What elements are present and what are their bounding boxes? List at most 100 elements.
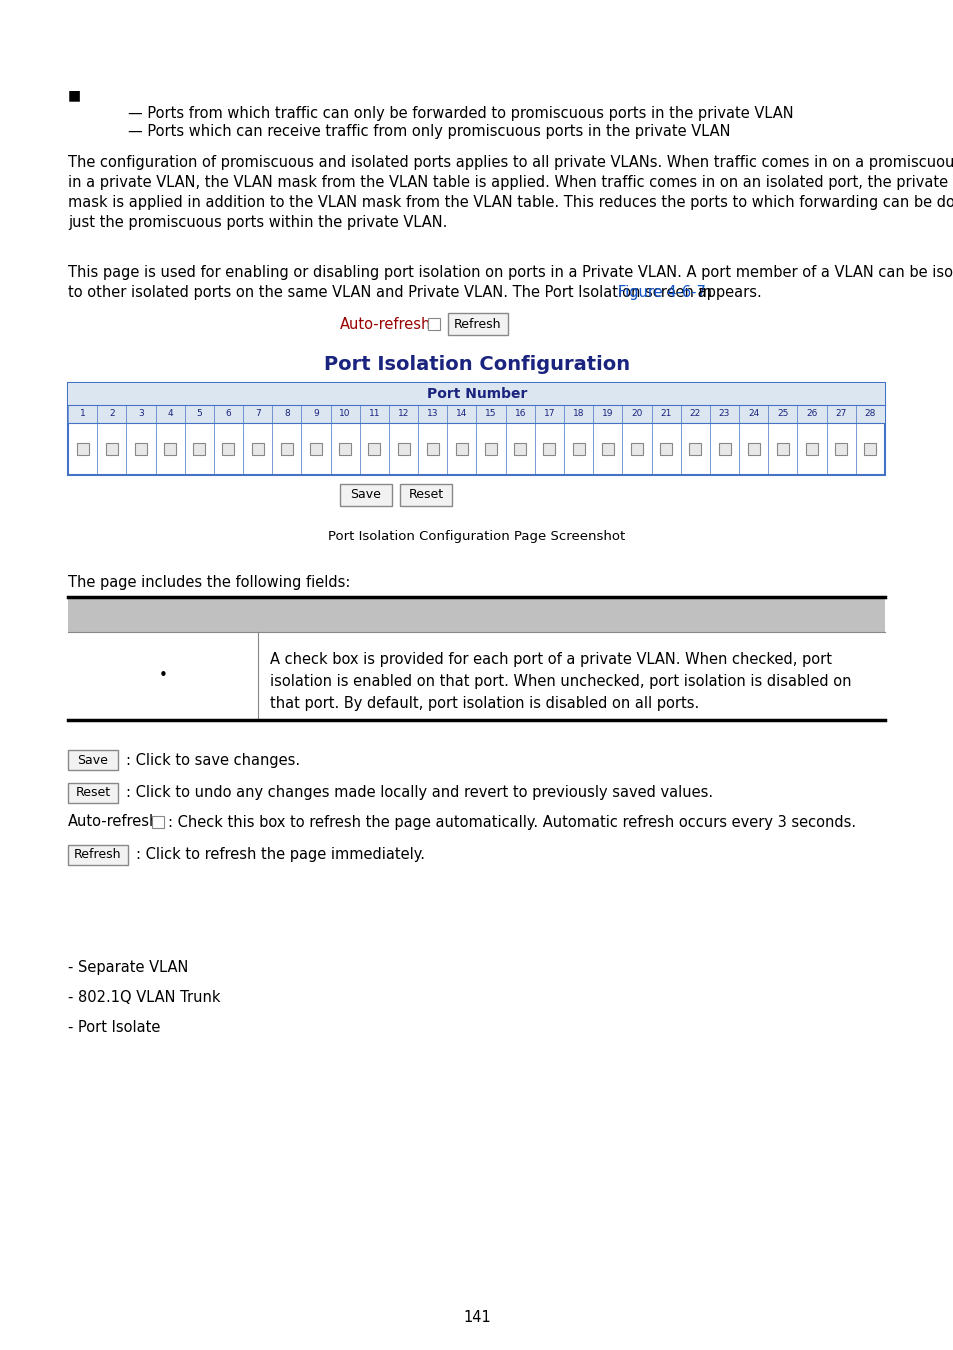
Bar [805, 443, 817, 455]
Text: Save: Save [77, 753, 109, 767]
Text: Port Number: Port Number [426, 387, 527, 401]
Bar [152, 815, 164, 828]
Text: 5: 5 [196, 409, 202, 418]
Bar [514, 443, 526, 455]
Text: ■: ■ [68, 88, 81, 103]
Text: 11: 11 [368, 409, 379, 418]
Text: 3: 3 [138, 409, 144, 418]
Text: 19: 19 [601, 409, 613, 418]
Text: 8: 8 [284, 409, 290, 418]
Text: 14: 14 [456, 409, 467, 418]
Text: that port. By default, port isolation is disabled on all ports.: that port. By default, port isolation is… [270, 697, 699, 711]
Bar [456, 443, 467, 455]
Bar [572, 443, 584, 455]
Bar [222, 443, 234, 455]
Text: Port Isolation Configuration Page Screenshot: Port Isolation Configuration Page Screen… [328, 531, 625, 543]
Text: Figure 4-6-7: Figure 4-6-7 [618, 285, 705, 300]
Bar [68, 383, 884, 405]
Text: 13: 13 [427, 409, 438, 418]
Bar [68, 597, 884, 632]
Bar [747, 443, 759, 455]
Text: Port Isolation Configuration: Port Isolation Configuration [324, 355, 629, 374]
Text: 25: 25 [777, 409, 788, 418]
Text: 17: 17 [543, 409, 555, 418]
Text: just the promiscuous ports within the private VLAN.: just the promiscuous ports within the pr… [68, 215, 447, 230]
Text: 9: 9 [313, 409, 318, 418]
Bar [68, 845, 128, 865]
Text: 141: 141 [462, 1310, 491, 1324]
Text: 20: 20 [631, 409, 642, 418]
Text: Auto-refresh: Auto-refresh [339, 317, 431, 332]
Bar [68, 405, 884, 423]
Bar [428, 319, 439, 329]
Text: 18: 18 [572, 409, 584, 418]
Bar [339, 485, 392, 506]
Bar [484, 443, 497, 455]
Bar [68, 783, 118, 803]
Text: 6: 6 [225, 409, 232, 418]
Text: 12: 12 [397, 409, 409, 418]
Bar [426, 443, 438, 455]
Text: 28: 28 [863, 409, 875, 418]
Text: 4: 4 [167, 409, 172, 418]
Text: Reset: Reset [75, 787, 111, 799]
Text: 26: 26 [805, 409, 817, 418]
Text: 1: 1 [80, 409, 86, 418]
Text: mask is applied in addition to the VLAN mask from the VLAN table. This reduces t: mask is applied in addition to the VLAN … [68, 194, 953, 211]
Text: to other isolated ports on the same VLAN and Private VLAN. The Port Isolation sc: to other isolated ports on the same VLAN… [68, 285, 716, 300]
Text: in a private VLAN, the VLAN mask from the VLAN table is applied. When traffic co: in a private VLAN, the VLAN mask from th… [68, 176, 953, 190]
Bar [863, 443, 876, 455]
Text: 23: 23 [718, 409, 729, 418]
Text: : Click to refresh the page immediately.: : Click to refresh the page immediately. [136, 848, 424, 863]
Bar [68, 751, 118, 769]
Bar [368, 443, 380, 455]
Text: - Separate VLAN: - Separate VLAN [68, 960, 188, 975]
Bar [776, 443, 788, 455]
Text: — Ports from which traffic can only be forwarded to promiscuous ports in the pri: — Ports from which traffic can only be f… [128, 107, 793, 122]
Text: 16: 16 [514, 409, 525, 418]
Text: : Check this box to refresh the page automatically. Automatic refresh occurs eve: : Check this box to refresh the page aut… [168, 814, 855, 829]
Bar [689, 443, 700, 455]
Text: 22: 22 [689, 409, 700, 418]
Text: 2: 2 [109, 409, 114, 418]
Bar [448, 313, 507, 335]
Bar [399, 485, 452, 506]
Bar [106, 443, 117, 455]
Bar [252, 443, 263, 455]
Text: - Port Isolate: - Port Isolate [68, 1021, 160, 1035]
Bar [543, 443, 555, 455]
Text: 21: 21 [659, 409, 671, 418]
Text: •: • [158, 668, 168, 683]
Bar [601, 443, 613, 455]
Text: 10: 10 [339, 409, 351, 418]
Bar [339, 443, 351, 455]
Text: - 802.1Q VLAN Trunk: - 802.1Q VLAN Trunk [68, 990, 220, 1004]
Text: A check box is provided for each port of a private VLAN. When checked, port: A check box is provided for each port of… [270, 652, 831, 667]
Text: 15: 15 [485, 409, 497, 418]
Bar [193, 443, 205, 455]
Bar [164, 443, 176, 455]
Text: Refresh: Refresh [454, 317, 501, 331]
Bar [76, 443, 89, 455]
Text: This page is used for enabling or disabling port isolation on ports in a Private: This page is used for enabling or disabl… [68, 265, 953, 279]
Bar [630, 443, 642, 455]
Bar [310, 443, 322, 455]
Text: Save: Save [350, 489, 381, 501]
Text: Auto-refresh: Auto-refresh [68, 814, 159, 829]
Bar [659, 443, 672, 455]
Bar [835, 443, 846, 455]
Text: The page includes the following fields:: The page includes the following fields: [68, 575, 350, 590]
Bar [68, 383, 884, 475]
Text: Refresh: Refresh [74, 849, 122, 861]
Text: — Ports which can receive traffic from only promiscuous ports in the private VLA: — Ports which can receive traffic from o… [128, 124, 730, 139]
Bar [280, 443, 293, 455]
Text: isolation is enabled on that port. When unchecked, port isolation is disabled on: isolation is enabled on that port. When … [270, 674, 851, 688]
Text: The configuration of promiscuous and isolated ports applies to all private VLANs: The configuration of promiscuous and iso… [68, 155, 953, 170]
Text: : Click to undo any changes made locally and revert to previously saved values.: : Click to undo any changes made locally… [126, 786, 713, 801]
Text: 24: 24 [747, 409, 759, 418]
Bar [134, 443, 147, 455]
Bar [397, 443, 409, 455]
Text: 27: 27 [835, 409, 846, 418]
Bar [718, 443, 730, 455]
Text: : Click to save changes.: : Click to save changes. [126, 752, 300, 768]
